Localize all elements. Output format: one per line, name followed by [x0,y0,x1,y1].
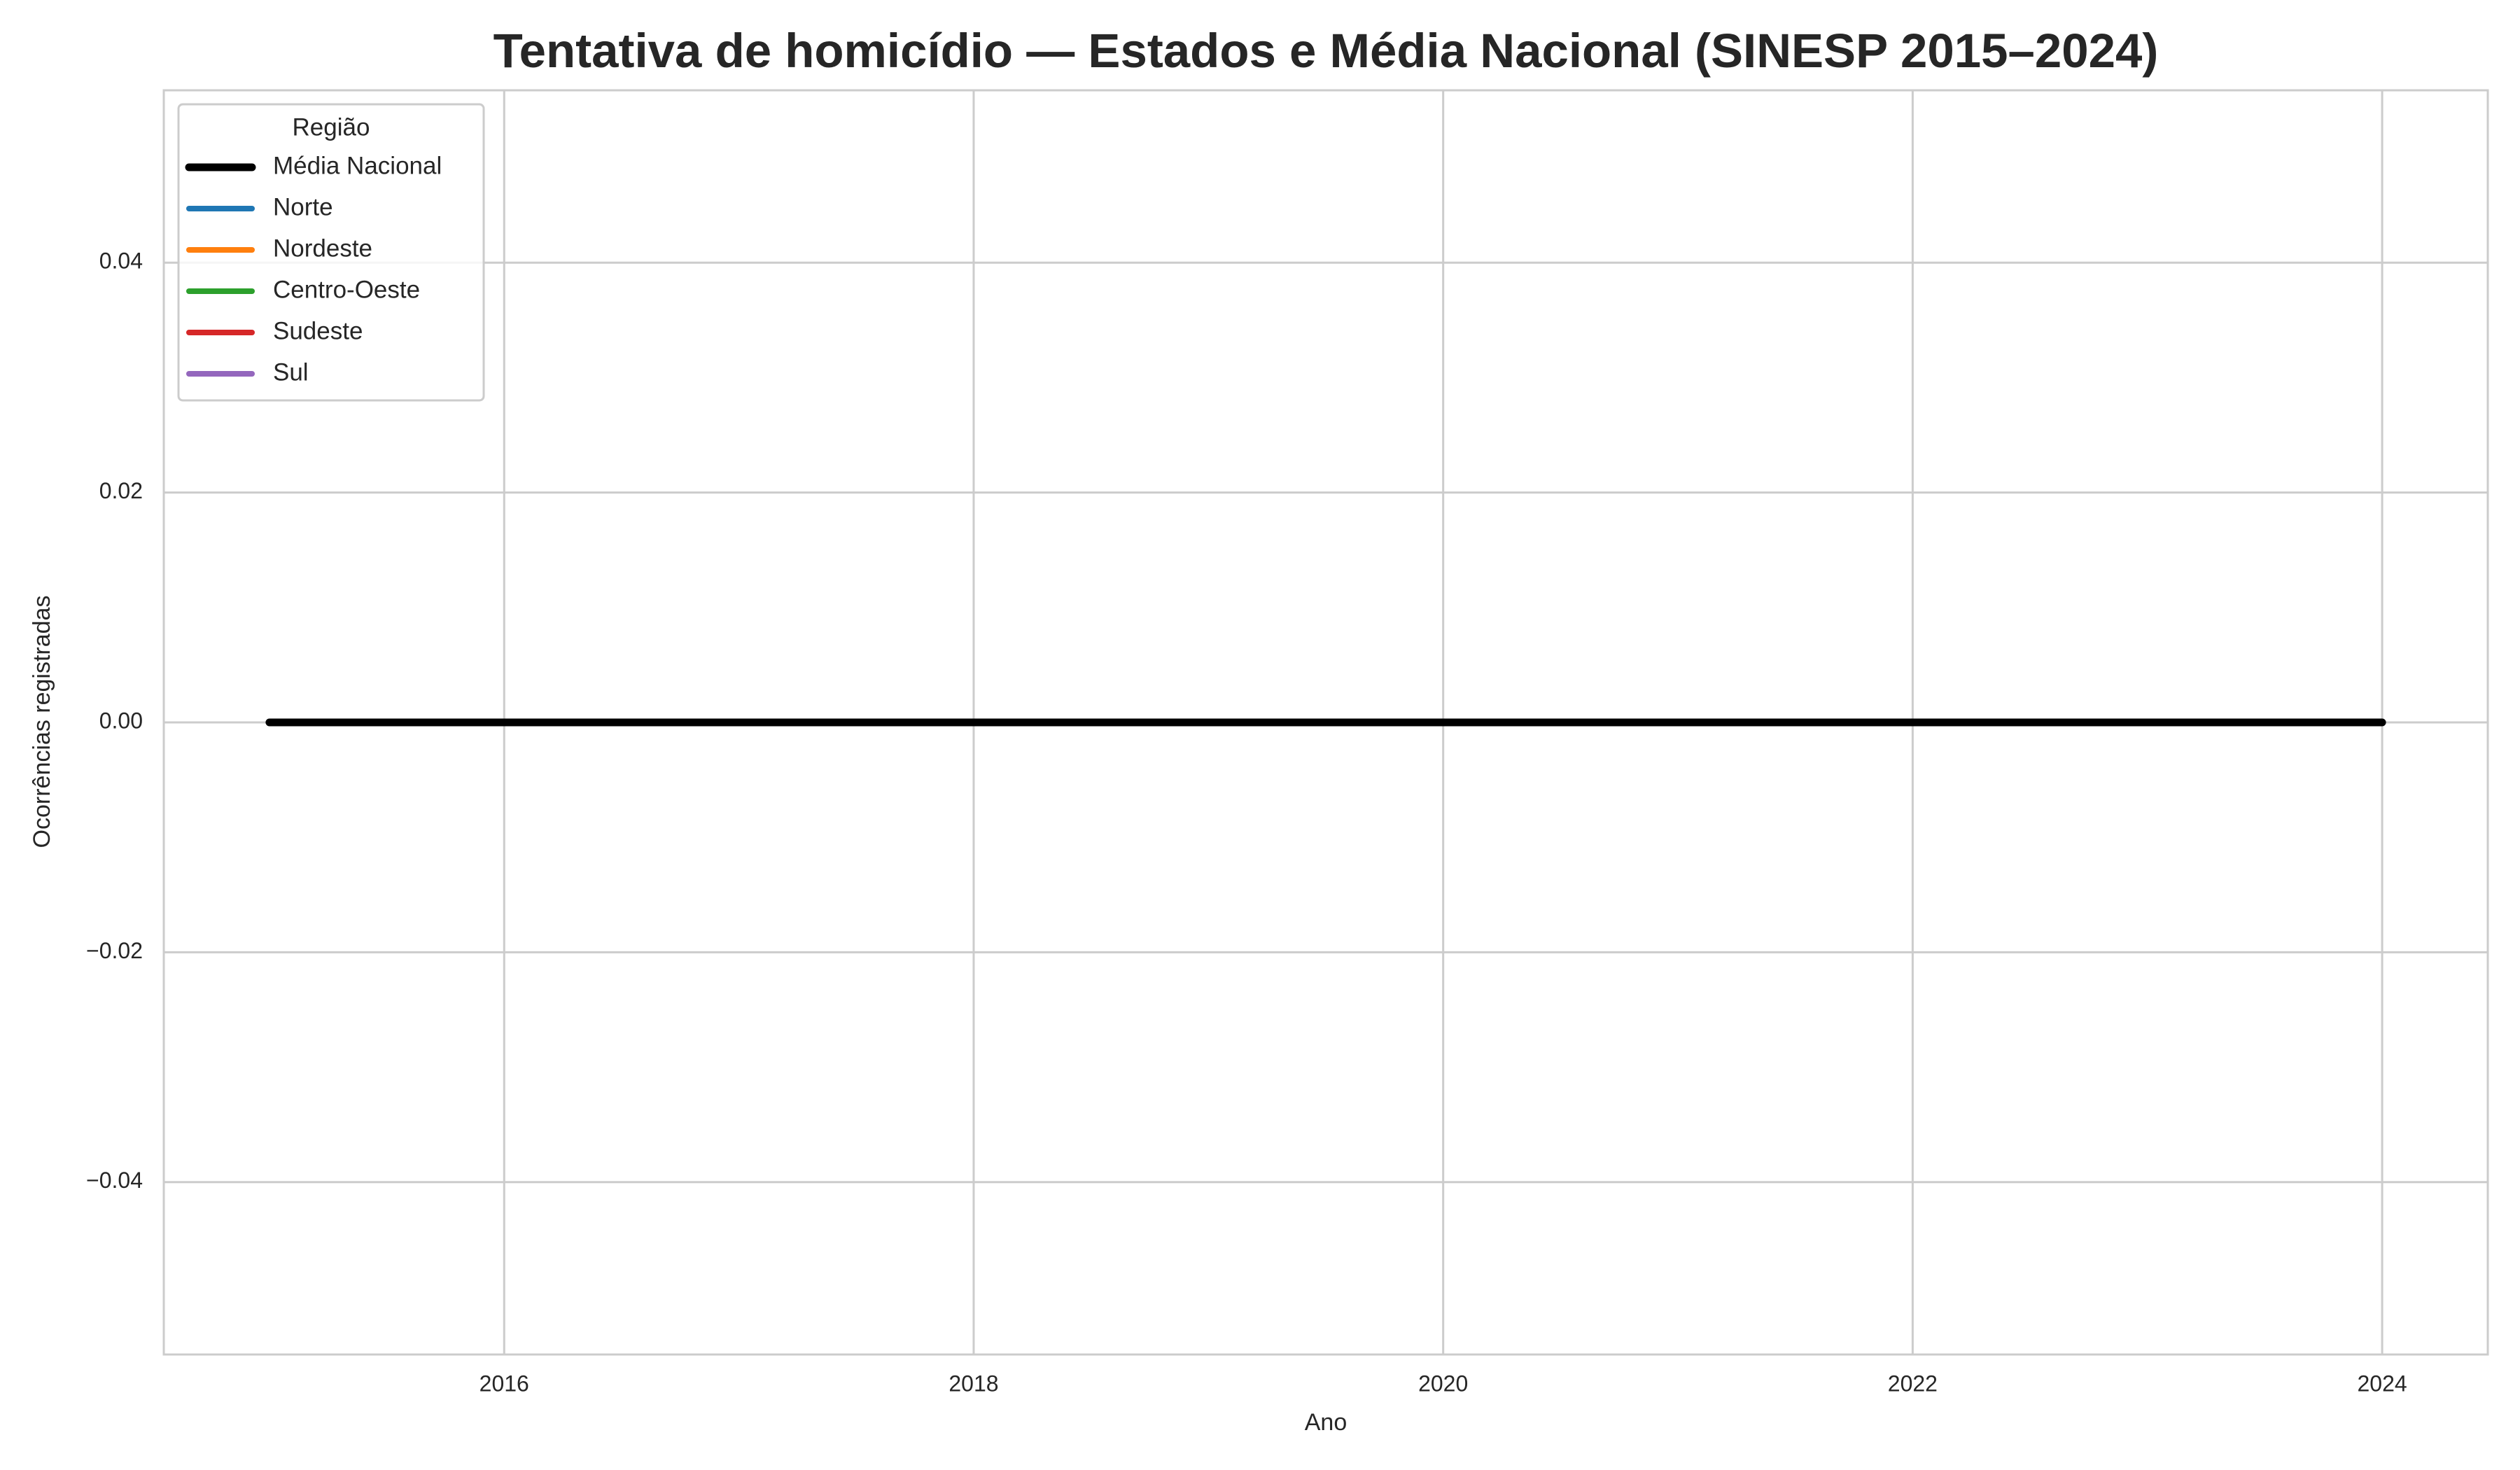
x-tick-label: 2024 [2357,1371,2407,1396]
x-tick-label: 2016 [479,1371,529,1396]
legend-label: Centro-Oeste [273,276,420,303]
x-tick-label: 2022 [1888,1371,1938,1396]
y-tick-label: 0.02 [99,478,143,503]
y-tick-label: 0.00 [99,708,143,733]
legend-label: Sul [273,358,309,386]
chart-title: Tentativa de homicídio — Estados e Média… [493,24,2159,78]
y-axis-label: Ocorrências registradas [29,596,55,848]
x-axis-label: Ano [1305,1409,1348,1436]
legend-label: Norte [273,193,333,220]
legend-title: Região [293,113,370,141]
x-tick-label: 2018 [948,1371,998,1396]
plot-frame [162,89,2489,1356]
legend-label: Sudeste [273,317,363,344]
y-tick-label: 0.04 [99,248,143,274]
legend-label: Média Nacional [273,152,442,179]
legend-label: Nordeste [273,234,372,262]
legend-box [177,103,485,402]
x-tick-label: 2020 [1418,1371,1468,1396]
y-tick-label: −0.04 [86,1168,143,1193]
y-tick-label: −0.02 [86,938,143,963]
